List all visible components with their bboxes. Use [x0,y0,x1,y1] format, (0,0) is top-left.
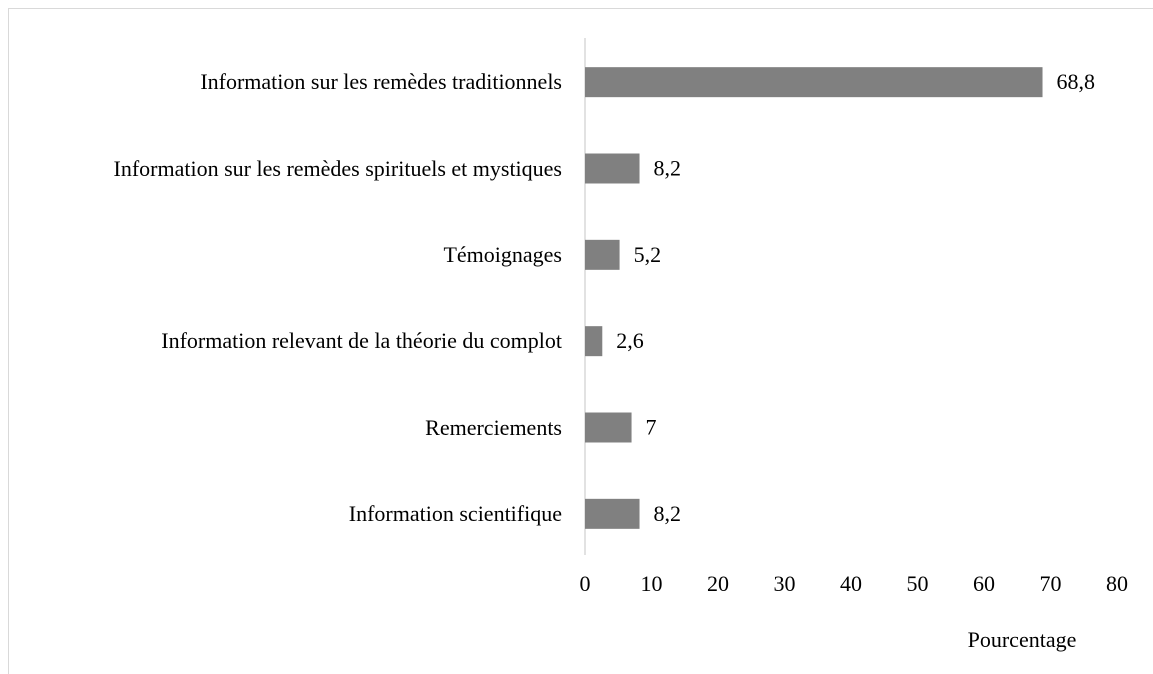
y-tick-label: Information sur les remèdes traditionnel… [200,69,562,95]
bar [585,498,640,529]
bar [585,326,603,357]
x-tick-label: 0 [580,571,591,596]
data-label: 2,6 [616,328,644,353]
x-tick-label: 40 [840,571,862,596]
x-tick-label: 20 [707,571,729,596]
y-tick-label: Information scientifique [348,500,562,526]
data-label: 8,2 [654,501,682,526]
data-label: 68,8 [1057,69,1096,94]
bar [585,239,620,270]
bar [585,412,632,443]
y-tick-label: Témoignages [443,241,562,267]
y-tick-label: Information sur les remèdes spirituels e… [113,155,562,181]
data-label: 7 [646,415,657,440]
y-tick-label: Remerciements [425,414,562,440]
bar [585,153,640,184]
data-label: 8,2 [654,156,682,181]
y-tick-label: Information relevant de la théorie du co… [161,328,562,354]
data-label: 5,2 [634,242,662,267]
x-tick-label: 10 [641,571,663,596]
x-tick-label: 60 [973,571,995,596]
chart-border [8,8,1153,674]
x-tick-label: 30 [774,571,796,596]
x-tick-label: 70 [1040,571,1062,596]
x-tick-label: 50 [907,571,929,596]
bar [585,67,1043,98]
x-tick-label: 80 [1106,571,1128,596]
x-axis-label: Pourcentage [968,627,1077,652]
